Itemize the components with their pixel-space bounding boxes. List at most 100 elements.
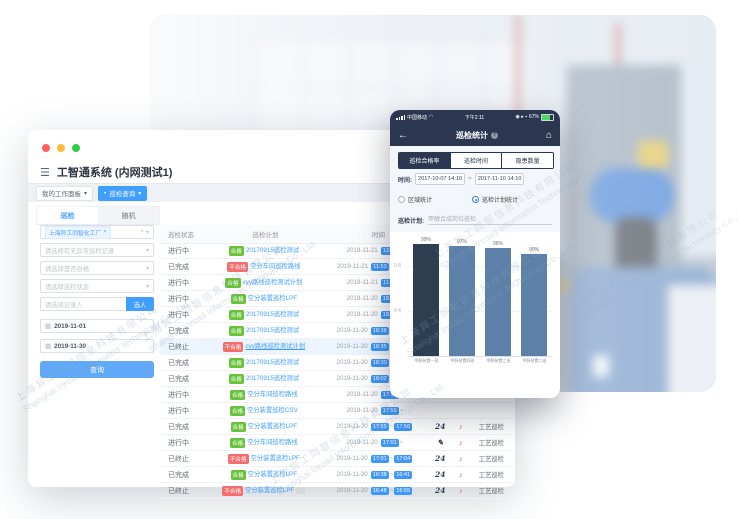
time-start-chip: 11:53 [371, 262, 389, 271]
cell-flag-icon: ♪ [459, 486, 463, 495]
time-date: 2019-11-20 [336, 326, 368, 334]
plan-value-input[interactable]: 甲醇合成岗位巡检 [428, 214, 552, 225]
cell-signature: ✎ [437, 438, 444, 447]
tab-workspace[interactable]: 我的工作面板 ▾ [36, 185, 94, 201]
time-start-chip: 17:59 [380, 390, 399, 399]
cell-plan: 合格 20170915巡检测试 [207, 373, 320, 384]
time-date: 2019-11-20 [336, 374, 368, 382]
recorder-input[interactable]: 请选择记录人 [40, 297, 126, 311]
minimize-button[interactable] [57, 144, 65, 152]
plan-link[interactable]: 空分装置巡检LPF [250, 455, 300, 463]
chevron-down-icon: ▾ [145, 265, 149, 272]
cell-time: 2019-11-20 16:38 ~16:41 [320, 470, 429, 479]
result-badge: 合格 [228, 357, 244, 368]
chart-bars: 99% 97% 96% 90% [408, 237, 552, 357]
tilde: ~ [399, 439, 404, 446]
cell-flag-icon: ♪ [459, 438, 463, 447]
help-icon[interactable]: ? [490, 131, 498, 139]
radio-plan-stats[interactable]: 巡检计划统计 [472, 195, 518, 204]
plan-link[interactable]: 20170915巡检测试 [245, 375, 300, 383]
plan-link[interactable]: 空分装置巡检LPF [247, 423, 298, 431]
cell-inspection-type: 工艺巡检 [478, 424, 504, 431]
x-tick-label: 甲醇装置二班 [521, 358, 547, 363]
maximize-button[interactable] [72, 144, 80, 152]
pick-person-button[interactable]: 选人 [126, 297, 154, 311]
plan-link[interactable]: 20170915巡检测试 [245, 311, 300, 319]
time-start-chip: 18:52 [380, 294, 399, 303]
result-badge: 合格 [228, 373, 244, 384]
result-badge: 不合格 [222, 341, 244, 352]
sidebar-tab-random[interactable]: 随机 [98, 207, 159, 224]
table-row[interactable]: 进行中 合格 空分装置巡检CSV 2019-11-20 17:59 ~ [160, 403, 512, 419]
qualified-select[interactable]: 请选择是否合格 ▾ [40, 261, 154, 275]
plan-link[interactable]: 空分装置巡检LPF [245, 487, 295, 495]
org-select[interactable]: 上海异工同智化工厂 × × ▾ [40, 225, 154, 239]
plan-link[interactable]: 空分装置巡检CSV [247, 407, 298, 415]
sidebar-tab-inspection[interactable]: 巡检 [37, 207, 98, 224]
cell-status: 进行中 [168, 295, 189, 303]
table-row[interactable]: 已完成 合格 空分装置巡检LPF 2019-11-20 17:55 ~17:56 24 ♪ 工艺… [160, 419, 512, 435]
bar-value-label: 99% [420, 237, 431, 243]
cell-inspection-type: 工艺巡检 [478, 456, 504, 463]
plan-link[interactable]: 空分装置巡检LPF [247, 295, 298, 303]
cell-plan: 合格 空分装置巡检LPF [207, 293, 320, 304]
tilde: ~ [389, 455, 394, 462]
clear-icon[interactable]: × [140, 228, 144, 235]
result-badge: 不合格 [227, 453, 249, 464]
time-date: 2019-11-20 [336, 454, 368, 462]
table-row[interactable]: 已终止 不合格 空分装置巡检LPF 2019-11-20 16:48 ~16:55 24 ♪ 工… [160, 483, 512, 499]
time-start-chip: 18:35 [370, 342, 389, 351]
cell-status: 已终止 [168, 343, 189, 351]
date-end-input[interactable]: ▦ 2019-11-30 [40, 339, 154, 353]
hamburger-menu-icon[interactable]: ☰ [40, 166, 50, 179]
time-date: 2019-11-20 [336, 358, 368, 366]
bar-value-label: 96% [492, 241, 503, 247]
plan-link[interactable]: cyy路线巡检测试计划 [245, 343, 306, 351]
cell-status: 进行中 [168, 391, 189, 399]
plan-link[interactable]: 20170915巡检测试 [245, 359, 300, 367]
cell-inspection-type: 工艺巡检 [478, 472, 504, 479]
time-date: 2019-11-20 [346, 310, 378, 318]
table-row[interactable]: 已完成 合格 空分装置巡检LPF 2019-11-20 16:38 ~16:41 24 ♪ 工艺… [160, 467, 512, 483]
result-badge: 合格 [230, 421, 246, 432]
plan-link[interactable]: 空分车间巡检路线 [247, 391, 298, 399]
query-button[interactable]: 查询 [40, 361, 154, 378]
cell-status: 已完成 [168, 359, 189, 367]
time-to-input[interactable]: 2017-11-10 14:10 [474, 173, 525, 185]
date-end-value: 2019-11-30 [54, 342, 87, 350]
time-from-input[interactable]: 2017-10-07 14:10 [415, 173, 466, 185]
tilde: ~ [389, 471, 394, 478]
home-icon[interactable]: ⌂ [545, 129, 552, 141]
gridline [408, 311, 552, 312]
segment-pass-rate[interactable]: 巡检合格率 [399, 153, 451, 168]
header-plan: 巡检计划 [252, 232, 279, 239]
radio-region-stats[interactable]: 区域统计 [398, 195, 432, 204]
cell-status: 已完成 [168, 263, 189, 271]
close-button[interactable] [42, 144, 50, 152]
table-row[interactable]: 已终止 不合格 空分装置巡检LPF 2019-11-20 17:01 ~17:04 24 ♪ 工… [160, 451, 512, 467]
plan-link[interactable]: 空分车间巡检路线 [247, 439, 298, 447]
plan-link[interactable]: 20170915巡检测试 [245, 327, 300, 335]
phone-nav-bar: ← 巡检统计 ? ⌂ [390, 124, 560, 146]
plan-link[interactable]: 空分车间巡检路线 [250, 263, 301, 271]
time-start-chip: 17:01 [370, 454, 389, 463]
segment-hazard-count[interactable]: 隐患数量 [502, 153, 553, 168]
cell-plan: 合格 空分车间巡检路线 [207, 437, 320, 448]
abnormal-record-select[interactable]: 请选择有无异常巡检记录 ▾ [40, 243, 154, 257]
tab-inspection-query[interactable]: • 巡检查询 ▾ [98, 185, 148, 201]
plan-link[interactable]: xyy路线巡检测试计划 [242, 279, 303, 287]
plan-link[interactable]: 20170915巡检测试 [245, 247, 300, 255]
date-start-input[interactable]: ▦ 2019-11-01 [40, 319, 154, 333]
status-select[interactable]: 请选择巡检状态 ▾ [40, 279, 154, 293]
desktop-window: ☰ 工智通系统 (内网测试1) 我的工作面板 ▾ • 巡检查询 ▾ 巡检 随机 … [28, 130, 515, 499]
cell-plan: 合格 空分装置巡检LPF [207, 469, 320, 480]
tab-inspection-query-label: 巡检查询 [109, 191, 136, 198]
chart-bar-group: 90% [521, 247, 547, 356]
tag-close-icon[interactable]: × [103, 229, 107, 235]
segment-inspection-time[interactable]: 巡检时间 [450, 153, 503, 168]
back-icon[interactable]: ← [398, 129, 408, 141]
cell-plan: 合格 xyy路线巡检测试计划 [207, 277, 320, 288]
plan-link[interactable]: 空分装置巡检LPF [247, 471, 298, 479]
time-end-chip: 17:56 [394, 422, 413, 431]
